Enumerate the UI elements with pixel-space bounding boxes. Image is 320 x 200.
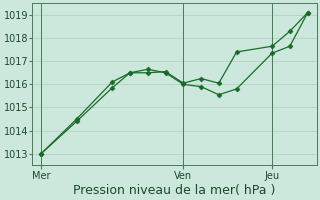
X-axis label: Pression niveau de la mer( hPa ): Pression niveau de la mer( hPa ) bbox=[73, 184, 276, 197]
